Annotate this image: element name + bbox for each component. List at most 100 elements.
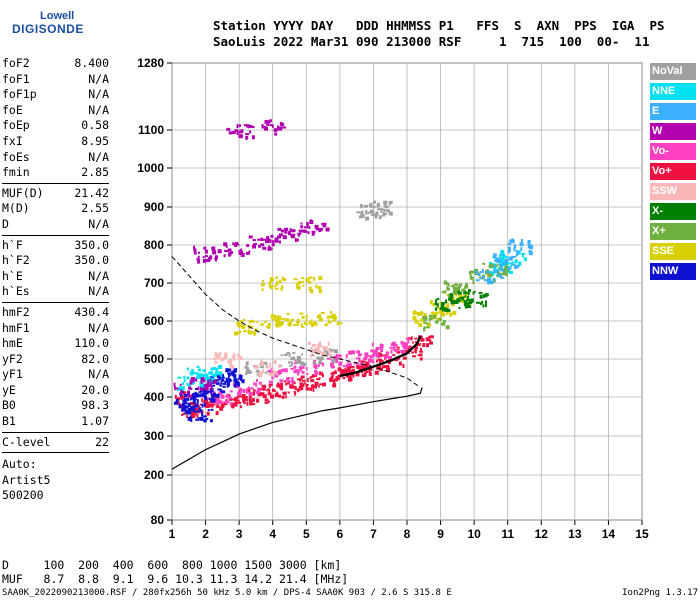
- echo-point-ssw: [229, 359, 232, 364]
- echo-point-w: [282, 126, 287, 129]
- echo-point-sse: [330, 311, 333, 314]
- echo-point-vo-: [302, 364, 305, 369]
- echo-point-sse: [296, 283, 299, 288]
- echo-point-sse: [284, 318, 288, 322]
- x-tick-label: 14: [602, 527, 616, 541]
- echo-point-sse: [310, 319, 313, 322]
- echo-point-x-: [428, 319, 431, 322]
- echo-point-nne: [199, 383, 202, 387]
- param-value: 8.400: [74, 56, 109, 70]
- echo-point-nne: [199, 372, 202, 376]
- echo-point-x-: [424, 322, 429, 325]
- echo-point-vo-: [235, 386, 240, 388]
- echo-point-e: [527, 241, 531, 246]
- echo-point-nnw: [194, 393, 199, 398]
- echo-point-w: [251, 135, 255, 140]
- x-tick-label: 12: [535, 527, 549, 541]
- echo-point-vo-: [262, 394, 267, 399]
- x-tick-label: 2: [202, 527, 209, 541]
- echo-point-sse: [299, 281, 304, 284]
- echo-point-w: [273, 128, 278, 132]
- echo-point-nne: [182, 382, 185, 386]
- echo-point-x-: [461, 288, 466, 292]
- echo-point-nnw: [184, 405, 189, 409]
- echo-point-vo-: [369, 356, 374, 359]
- y-tick-label: 800: [144, 238, 164, 252]
- echo-point-w: [208, 383, 213, 388]
- echo-point-x-: [453, 288, 458, 293]
- echo-point-nne: [504, 256, 509, 259]
- echo-point-ssw: [312, 343, 316, 347]
- echo-point-x-: [441, 305, 444, 307]
- echo-point-nne: [186, 382, 189, 386]
- echo-point-w: [266, 124, 270, 126]
- param-key: B1: [2, 414, 16, 429]
- echo-point-x-: [464, 304, 468, 309]
- echo-point-vo-: [296, 388, 301, 391]
- echo-point-nnw: [237, 378, 240, 380]
- echo-point-w: [240, 248, 243, 251]
- param-row: yF2 82.0: [2, 352, 109, 368]
- echo-point-vo-: [274, 392, 279, 397]
- echo-point-vo-: [203, 400, 207, 403]
- param-key: hmF1: [2, 320, 30, 335]
- echo-point-e: [508, 242, 512, 246]
- echo-point-sse: [319, 289, 322, 294]
- echo-point-vo-: [206, 401, 210, 404]
- echo-point-e: [485, 270, 490, 273]
- echo-point-nne: [197, 368, 201, 372]
- echo-point-noval: [332, 359, 337, 362]
- echo-point-sse: [270, 278, 274, 282]
- echo-point-x-: [465, 291, 470, 294]
- echo-point-x-: [498, 267, 503, 270]
- y-tick-label: 1100: [138, 123, 164, 137]
- echo-point-x-: [447, 287, 450, 291]
- param-value: 1.07: [81, 414, 109, 429]
- echo-point-x-: [494, 265, 498, 268]
- echo-point-noval: [356, 211, 361, 214]
- echo-point-nnw: [190, 418, 193, 422]
- echo-point-vo-: [411, 351, 415, 354]
- echo-point-vo-: [319, 371, 322, 376]
- echo-point-vo-: [381, 368, 384, 371]
- echo-point-vo-: [314, 370, 318, 373]
- echo-point-w: [238, 250, 241, 252]
- param-value: 21.42: [74, 185, 109, 200]
- autoscaling-info: Auto: Artist5 500200: [2, 457, 109, 504]
- echo-point-vo-: [238, 389, 240, 394]
- echo-point-x-: [472, 291, 475, 295]
- echo-point-nnw: [211, 379, 215, 384]
- param-value: 22: [95, 434, 109, 449]
- echo-point-vo-: [345, 354, 348, 358]
- echo-point-x-: [446, 326, 449, 329]
- echo-point-vo-: [327, 357, 331, 360]
- echo-point-vo-: [348, 376, 352, 381]
- echo-point-w: [180, 389, 183, 394]
- echo-point-sse: [262, 280, 265, 283]
- echo-point-vo-: [337, 354, 342, 358]
- echo-point-sse: [336, 321, 339, 326]
- echo-point-w: [226, 127, 231, 131]
- y-tick-label: 1280: [137, 56, 164, 70]
- echo-point-noval: [370, 209, 373, 213]
- echo-point-w: [278, 126, 283, 131]
- echo-point-noval: [363, 204, 368, 208]
- echo-point-nne: [203, 378, 208, 381]
- echo-point-vo-: [294, 391, 297, 396]
- echo-point-sse: [266, 325, 271, 328]
- echo-point-sse: [414, 319, 419, 324]
- echo-point-vo-: [370, 349, 374, 353]
- echo-point-x-: [463, 300, 467, 303]
- echo-point-w: [200, 378, 205, 381]
- echo-point-w: [298, 229, 303, 233]
- param-row: foEp 0.58: [2, 118, 109, 134]
- echo-point-sse: [316, 315, 319, 319]
- echo-point-vo-: [278, 384, 281, 389]
- echo-point-x-: [456, 286, 460, 291]
- echo-point-vo-: [351, 350, 356, 355]
- echo-point-vo-: [229, 402, 233, 406]
- echo-point-vo-: [291, 377, 294, 380]
- echo-point-vo-: [402, 356, 407, 360]
- param-value: N/A: [88, 367, 109, 382]
- echo-point-w: [246, 244, 250, 247]
